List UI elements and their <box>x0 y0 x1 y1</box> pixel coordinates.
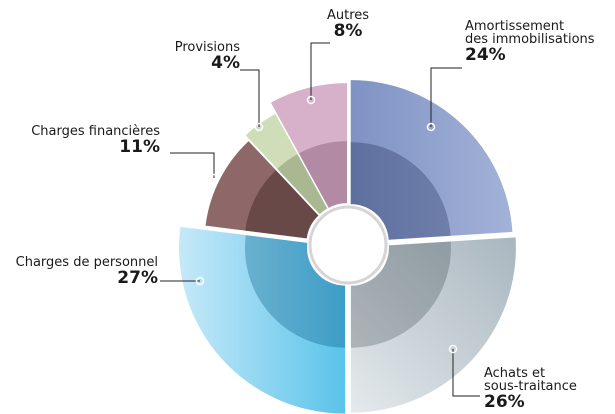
inner-shade <box>245 170 319 239</box>
value-label: 11% <box>119 137 160 157</box>
label-line: sous-traitance <box>484 379 577 394</box>
value-label: 8% <box>334 21 363 41</box>
leader-line <box>452 349 480 397</box>
center-hole <box>308 205 388 285</box>
label: Amortissement des immobilisations <box>465 19 595 47</box>
inner-shade <box>244 235 345 348</box>
inner-shade <box>298 141 348 208</box>
value-label: 26% <box>484 392 525 412</box>
label-line: Achats et <box>484 366 545 381</box>
inner-ring <box>350 241 451 348</box>
label: Achats et sous-traitance <box>484 366 577 394</box>
leader-line <box>240 69 260 127</box>
inner-ring <box>298 141 348 208</box>
value-label: 4% <box>211 53 240 73</box>
label-line: Amortissement <box>465 19 564 34</box>
leader-line <box>170 152 215 178</box>
label-line: Provisions <box>175 40 241 55</box>
leader-dot <box>448 344 458 354</box>
label: Charges de personnel <box>16 255 158 270</box>
leader-dot <box>209 173 219 183</box>
leader-line <box>310 42 330 100</box>
inner-ring <box>244 235 345 348</box>
label-line: Autres <box>327 8 369 23</box>
label: Autres <box>327 8 369 23</box>
label-line: des immobilisations <box>465 32 595 47</box>
value-label: 24% <box>465 45 506 65</box>
label-line: Charges de personnel <box>16 255 158 270</box>
leader-dot <box>254 122 264 132</box>
leader-line <box>430 67 462 127</box>
inner-ring <box>277 154 328 215</box>
label: Provisions <box>175 40 241 55</box>
value-label: 27% <box>117 268 158 288</box>
label: Charges financières <box>31 124 160 139</box>
inner-ring <box>245 170 319 239</box>
leader-dot <box>195 276 205 286</box>
leader-dot <box>426 122 436 132</box>
inner-ring <box>350 142 451 240</box>
label-line: Charges financières <box>31 124 160 139</box>
leader-dot <box>306 95 316 105</box>
inner-shade <box>350 142 451 240</box>
inner-shade <box>277 154 328 215</box>
inner-shade <box>350 241 451 348</box>
